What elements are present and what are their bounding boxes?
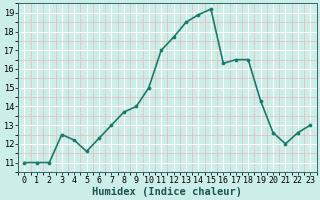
X-axis label: Humidex (Indice chaleur): Humidex (Indice chaleur) <box>92 186 242 197</box>
